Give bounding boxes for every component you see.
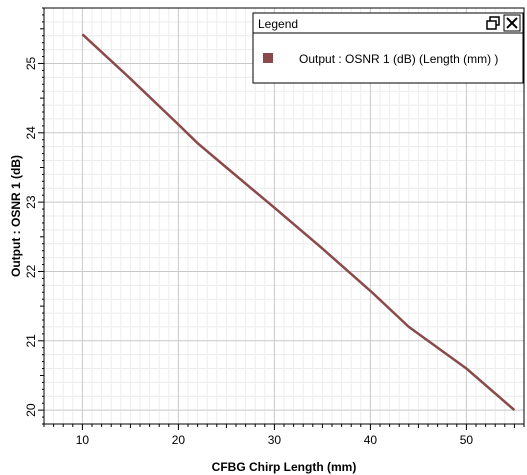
restore-window-front: [486, 20, 497, 30]
y-tick-label: 22: [24, 264, 38, 278]
y-tick-label: 24: [24, 126, 38, 140]
x-axis-title: CFBG Chirp Length (mm): [212, 460, 357, 474]
y-tick-label: 20: [24, 403, 38, 417]
series-line: [81, 33, 516, 412]
close-icon[interactable]: [503, 14, 521, 32]
legend-swatch: [263, 53, 273, 63]
x-tick-label: 30: [268, 433, 282, 447]
axis-ticks: [38, 7, 525, 430]
close-icon-stroke: [506, 17, 518, 29]
y-tick-label: 25: [24, 56, 38, 70]
legend-panel[interactable]: Legend Output : OSNR 1 (dB) (Length (mm)…: [252, 12, 524, 84]
y-tick-label: 23: [24, 195, 38, 209]
x-tick-label: 10: [76, 433, 90, 447]
tick-labels: 10 20 30 40 50 20 21 22 23 24 25: [24, 56, 473, 447]
x-tick-label: 20: [172, 433, 186, 447]
series-group: [81, 33, 516, 412]
y-axis-title: Output : OSNR 1 (dB): [9, 155, 23, 277]
x-tick-label: 40: [364, 433, 378, 447]
x-tick-label: 50: [460, 433, 474, 447]
restore-window-icon[interactable]: [486, 16, 500, 30]
legend-titlebar[interactable]: [252, 12, 524, 34]
legend-entry-label: Output : OSNR 1 (dB) (Length (mm) ): [299, 52, 498, 66]
legend-title: Legend: [258, 17, 298, 31]
y-tick-label: 21: [24, 334, 38, 348]
